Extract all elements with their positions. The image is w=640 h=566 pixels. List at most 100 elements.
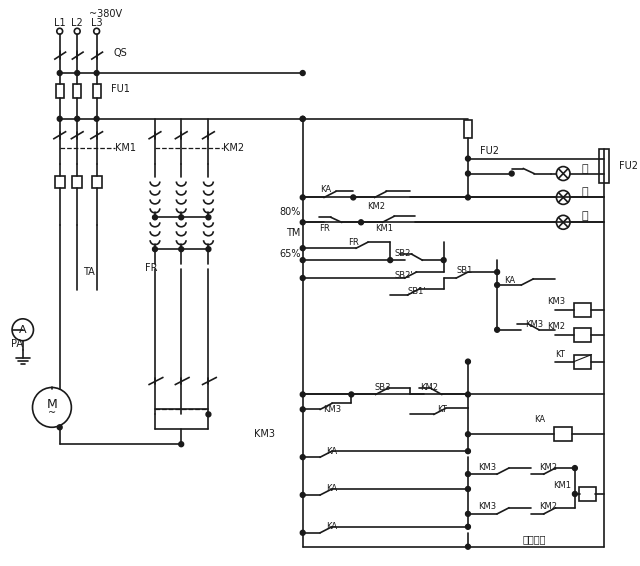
Text: 红: 红 (581, 211, 588, 221)
Circle shape (351, 195, 356, 200)
Text: FU1: FU1 (111, 84, 130, 94)
Text: KA: KA (326, 447, 337, 456)
Text: ~: ~ (48, 408, 56, 418)
Circle shape (152, 247, 157, 252)
Text: KM2: KM2 (539, 462, 557, 471)
Text: KA: KA (321, 185, 332, 194)
Bar (56, 84, 63, 98)
Circle shape (300, 392, 305, 397)
Circle shape (300, 220, 305, 225)
Circle shape (58, 425, 62, 430)
Circle shape (94, 117, 99, 121)
Bar (574, 328, 591, 342)
Circle shape (58, 71, 62, 75)
Text: 黄: 黄 (581, 187, 588, 198)
Text: KA: KA (534, 415, 546, 424)
Circle shape (179, 247, 184, 252)
Text: KM2: KM2 (223, 143, 244, 153)
Text: 80%: 80% (280, 207, 301, 217)
Text: KM1: KM1 (553, 482, 571, 491)
Circle shape (465, 392, 470, 397)
Text: KA: KA (326, 522, 337, 531)
Bar (574, 303, 591, 317)
Text: KM3: KM3 (547, 297, 565, 306)
Text: FU2: FU2 (479, 145, 499, 156)
Text: KT: KT (556, 350, 565, 359)
Text: 65%: 65% (279, 249, 301, 259)
Text: 按成培训: 按成培训 (522, 534, 546, 544)
Text: M: M (47, 398, 58, 411)
Text: KA: KA (504, 276, 515, 285)
Circle shape (300, 530, 305, 535)
Text: SB2: SB2 (394, 248, 410, 258)
Text: L2: L2 (71, 18, 83, 28)
Circle shape (572, 466, 577, 470)
Circle shape (300, 492, 305, 498)
Text: 绿: 绿 (581, 164, 588, 174)
Text: FR: FR (145, 263, 157, 273)
Circle shape (300, 407, 305, 412)
Circle shape (300, 71, 305, 75)
Bar (579, 487, 596, 501)
Bar (93, 84, 100, 98)
Text: KT: KT (436, 405, 447, 414)
Text: KM3: KM3 (525, 320, 543, 329)
Circle shape (179, 215, 184, 220)
Circle shape (441, 258, 446, 263)
Text: KM3: KM3 (323, 405, 341, 414)
Circle shape (300, 246, 305, 251)
Text: KM2: KM2 (367, 202, 385, 211)
Text: FR: FR (348, 238, 358, 247)
Circle shape (572, 491, 577, 496)
Text: KM1: KM1 (115, 143, 136, 153)
Bar (574, 355, 591, 368)
Text: SB1': SB1' (408, 288, 426, 297)
Text: L1: L1 (54, 18, 65, 28)
Text: KM2: KM2 (539, 503, 557, 512)
Text: SB3: SB3 (374, 383, 390, 392)
Circle shape (509, 171, 514, 176)
Circle shape (300, 258, 305, 263)
Circle shape (300, 117, 305, 121)
Circle shape (465, 432, 470, 437)
Circle shape (388, 258, 392, 263)
Text: FU2: FU2 (619, 161, 637, 170)
Text: A: A (19, 325, 27, 335)
Circle shape (465, 359, 470, 364)
Circle shape (94, 71, 99, 75)
Circle shape (206, 412, 211, 417)
Circle shape (152, 215, 157, 220)
Circle shape (465, 171, 470, 176)
Circle shape (206, 247, 211, 252)
Text: TA: TA (83, 267, 95, 277)
Circle shape (465, 524, 470, 529)
Text: SB2': SB2' (394, 271, 413, 280)
Circle shape (300, 195, 305, 200)
Circle shape (75, 117, 79, 121)
Circle shape (495, 269, 500, 275)
Text: QS: QS (113, 48, 127, 58)
Text: KM1: KM1 (376, 224, 394, 233)
Text: KM3: KM3 (478, 462, 497, 471)
Circle shape (179, 441, 184, 447)
Circle shape (300, 276, 305, 281)
Circle shape (300, 117, 305, 121)
Circle shape (358, 220, 364, 225)
Bar (74, 84, 81, 98)
Circle shape (465, 449, 470, 454)
Circle shape (465, 487, 470, 491)
Text: TM: TM (286, 228, 301, 238)
Text: KM3: KM3 (254, 429, 275, 439)
Circle shape (465, 195, 470, 200)
Circle shape (465, 471, 470, 477)
Bar (554, 427, 572, 441)
Circle shape (58, 117, 62, 121)
Circle shape (495, 327, 500, 332)
Bar (464, 120, 472, 138)
Text: FR: FR (319, 224, 330, 233)
Circle shape (465, 511, 470, 516)
Text: SB1: SB1 (456, 265, 473, 275)
Text: KM2: KM2 (420, 383, 438, 392)
Text: ~380V: ~380V (89, 9, 122, 19)
Bar (599, 149, 609, 183)
